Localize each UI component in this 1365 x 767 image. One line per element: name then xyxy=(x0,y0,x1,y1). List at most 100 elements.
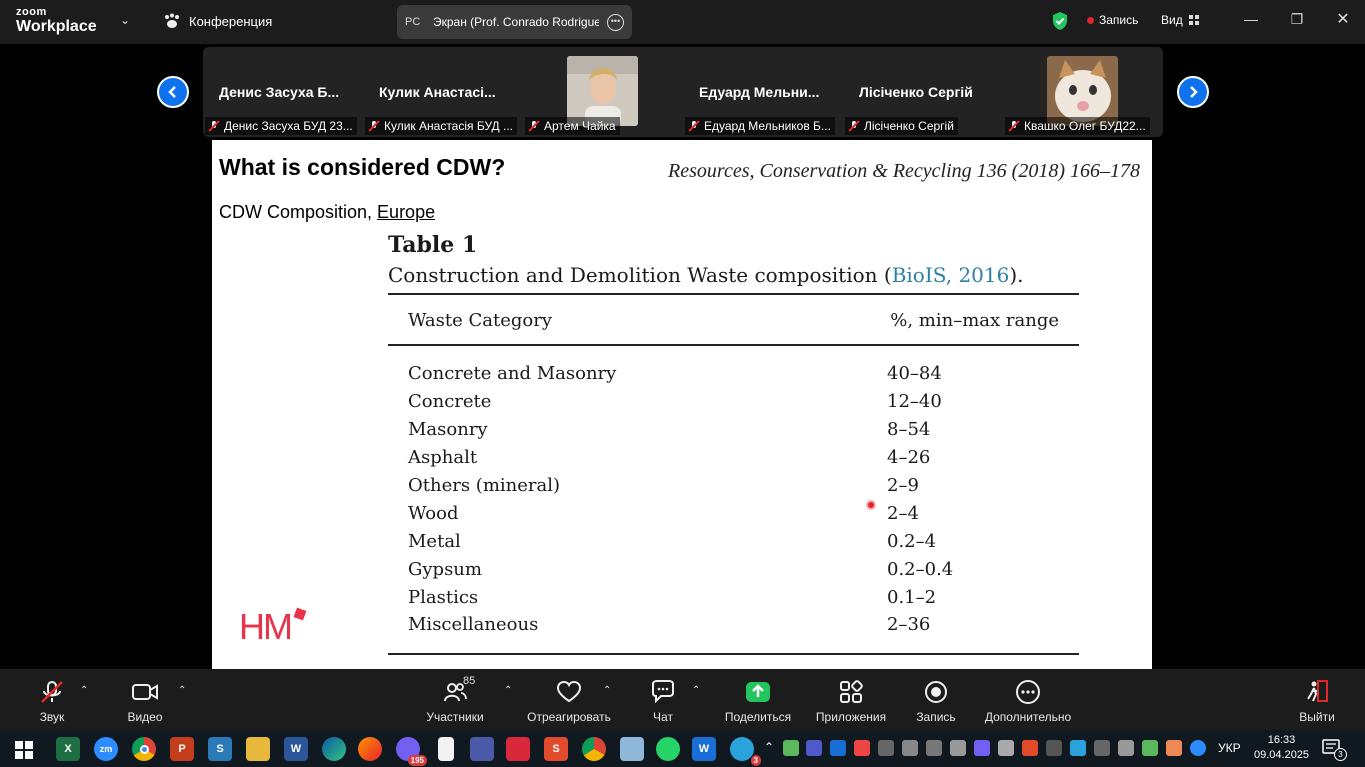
react-options-caret[interactable]: ⌃ xyxy=(603,685,612,696)
file-explorer-icon[interactable] xyxy=(246,737,270,761)
notification-center-button[interactable]: 3 xyxy=(1322,739,1347,762)
screen-share-indicator[interactable]: PC Экран (Prof. Conrado Rodrigues ••• xyxy=(397,5,632,39)
participant-tile[interactable]: Едуард Мельни... Едуард Мельников Б... xyxy=(683,47,843,137)
participants-options-caret[interactable]: ⌃ xyxy=(504,685,513,696)
close-icon[interactable]: ✕ xyxy=(1336,11,1350,28)
cat-photo xyxy=(1047,56,1118,126)
share-screen-button[interactable]: Поделиться xyxy=(703,679,813,724)
tray-shield-icon[interactable] xyxy=(1142,740,1158,756)
app-s-red-icon[interactable]: S xyxy=(544,737,568,761)
apps-icon xyxy=(840,680,863,703)
muted-mic-icon xyxy=(688,120,700,132)
tray-battery-icon[interactable] xyxy=(998,740,1014,756)
person-photo xyxy=(567,56,638,126)
participant-label-text: Едуард Мельников Б... xyxy=(704,119,831,133)
table-caption: Construction and Demolition Waste compos… xyxy=(388,263,1079,287)
participant-video xyxy=(567,56,638,126)
firefox-icon[interactable] xyxy=(358,737,382,761)
participant-tile[interactable]: Артем Чайка xyxy=(523,47,683,137)
chrome-icon[interactable] xyxy=(132,737,156,761)
clock[interactable]: 16:33 09.04.2025 xyxy=(1254,733,1309,763)
wifi-icon[interactable] xyxy=(1046,740,1062,756)
tray-mic-icon[interactable] xyxy=(902,740,918,756)
anydesk-icon[interactable] xyxy=(506,737,530,761)
table-bottom-rule xyxy=(388,652,1079,655)
tray-device-icon[interactable] xyxy=(1094,740,1110,756)
audio-options-caret[interactable]: ⌃ xyxy=(80,685,89,696)
gallery-next-button[interactable] xyxy=(1177,76,1209,108)
recording-label: Запись xyxy=(1099,13,1139,27)
document-icon[interactable] xyxy=(438,737,454,761)
app-map-icon[interactable] xyxy=(620,737,644,761)
windows-start-icon[interactable] xyxy=(15,741,33,759)
conference-menu[interactable]: Конференция xyxy=(163,13,272,29)
share-up-arrow-icon xyxy=(746,682,770,702)
camera-icon xyxy=(132,684,158,700)
row-range: 0.1–2 xyxy=(887,586,937,608)
more-options-icon[interactable]: ••• xyxy=(607,13,624,31)
heart-icon xyxy=(556,681,582,703)
tray-usb-icon[interactable] xyxy=(950,740,966,756)
chat-button[interactable]: Чат xyxy=(608,679,718,724)
powerpoint-icon[interactable]: P xyxy=(170,737,194,761)
row-range: 40–84 xyxy=(887,363,942,385)
chevron-down-icon[interactable]: ⌄ xyxy=(120,13,131,27)
view-menu[interactable]: Вид xyxy=(1161,13,1199,27)
video-options-caret[interactable]: ⌃ xyxy=(178,685,187,696)
video-button[interactable]: Видео xyxy=(90,679,200,724)
tray-viber-icon[interactable] xyxy=(974,740,990,756)
chrome-profile-icon[interactable] xyxy=(582,737,606,761)
more-button[interactable]: Дополнительно xyxy=(973,679,1083,724)
app-s-icon[interactable]: S xyxy=(208,737,232,761)
recording-indicator[interactable]: Запись xyxy=(1087,13,1138,27)
edge-icon[interactable] xyxy=(322,737,346,761)
participant-tile[interactable]: Денис Засуха Б... Денис Засуха БУД 23... xyxy=(203,47,363,137)
tray-network-icon[interactable] xyxy=(1070,740,1086,756)
volume-icon[interactable] xyxy=(1118,740,1134,756)
tray-screenshot-icon[interactable] xyxy=(878,740,894,756)
zoom-taskbar-icon[interactable]: zm xyxy=(94,737,118,761)
participant-tile[interactable]: Квашко Олег БУД22... xyxy=(1003,47,1163,137)
app-w-icon[interactable]: W xyxy=(692,737,716,761)
excel-icon[interactable]: X xyxy=(56,737,80,761)
tray-overflow-caret[interactable]: ⌃ xyxy=(764,740,775,754)
react-button[interactable]: Отреагировать xyxy=(514,679,624,724)
apps-button[interactable]: Приложения xyxy=(796,679,906,724)
hm-logo: HM xyxy=(239,606,307,648)
minimize-icon[interactable]: — xyxy=(1244,11,1258,27)
tray-speaker-icon[interactable] xyxy=(1166,740,1182,756)
restore-icon[interactable]: ❐ xyxy=(1290,11,1304,27)
tray-zoom-icon[interactable] xyxy=(1190,740,1206,756)
teams-tray-icon[interactable] xyxy=(806,740,822,756)
tray-s-icon[interactable] xyxy=(1022,740,1038,756)
table-row: Masonry 8–54 xyxy=(388,416,1079,444)
telegram-icon[interactable]: 3 xyxy=(730,737,761,766)
viber-icon[interactable]: 195 xyxy=(396,737,427,766)
notification-icon xyxy=(1322,739,1340,754)
tray-chrome-icon[interactable] xyxy=(854,740,870,756)
audio-label: Звук xyxy=(39,710,65,724)
leave-button[interactable]: Выйти xyxy=(1262,679,1365,724)
tray-check-icon[interactable] xyxy=(783,740,799,756)
participant-tile[interactable]: Лісіченко Сергій Лісіченко Сергій xyxy=(843,47,1003,137)
word-icon[interactable]: W xyxy=(284,737,308,761)
whatsapp-icon[interactable] xyxy=(656,737,680,761)
video-label: Видео xyxy=(127,710,163,724)
record-button[interactable]: Запись xyxy=(881,679,991,724)
header-category: Waste Category xyxy=(408,310,553,331)
participant-name: Лісіченко Сергій xyxy=(859,84,973,100)
audio-button[interactable]: Звук xyxy=(0,679,107,724)
caption-citation: BioIS, 2016 xyxy=(891,263,1010,287)
chat-options-caret[interactable]: ⌃ xyxy=(692,685,701,696)
participants-button[interactable]: 85 Участники xyxy=(400,675,510,724)
more-label: Дополнительно xyxy=(984,710,1072,724)
muted-mic-icon xyxy=(208,120,220,132)
save-disk-icon[interactable] xyxy=(470,737,494,761)
zoom-workplace-logo[interactable]: zoom Workplace xyxy=(16,7,97,35)
participant-tile[interactable]: Кулик Анастасі... Кулик Анастасія БУД ..… xyxy=(363,47,523,137)
gallery-prev-button[interactable] xyxy=(157,76,189,108)
encryption-shield-icon[interactable] xyxy=(1051,11,1069,31)
tray-w-icon[interactable] xyxy=(830,740,846,756)
language-indicator[interactable]: УКР xyxy=(1218,741,1241,755)
tray-display-icon[interactable] xyxy=(926,740,942,756)
